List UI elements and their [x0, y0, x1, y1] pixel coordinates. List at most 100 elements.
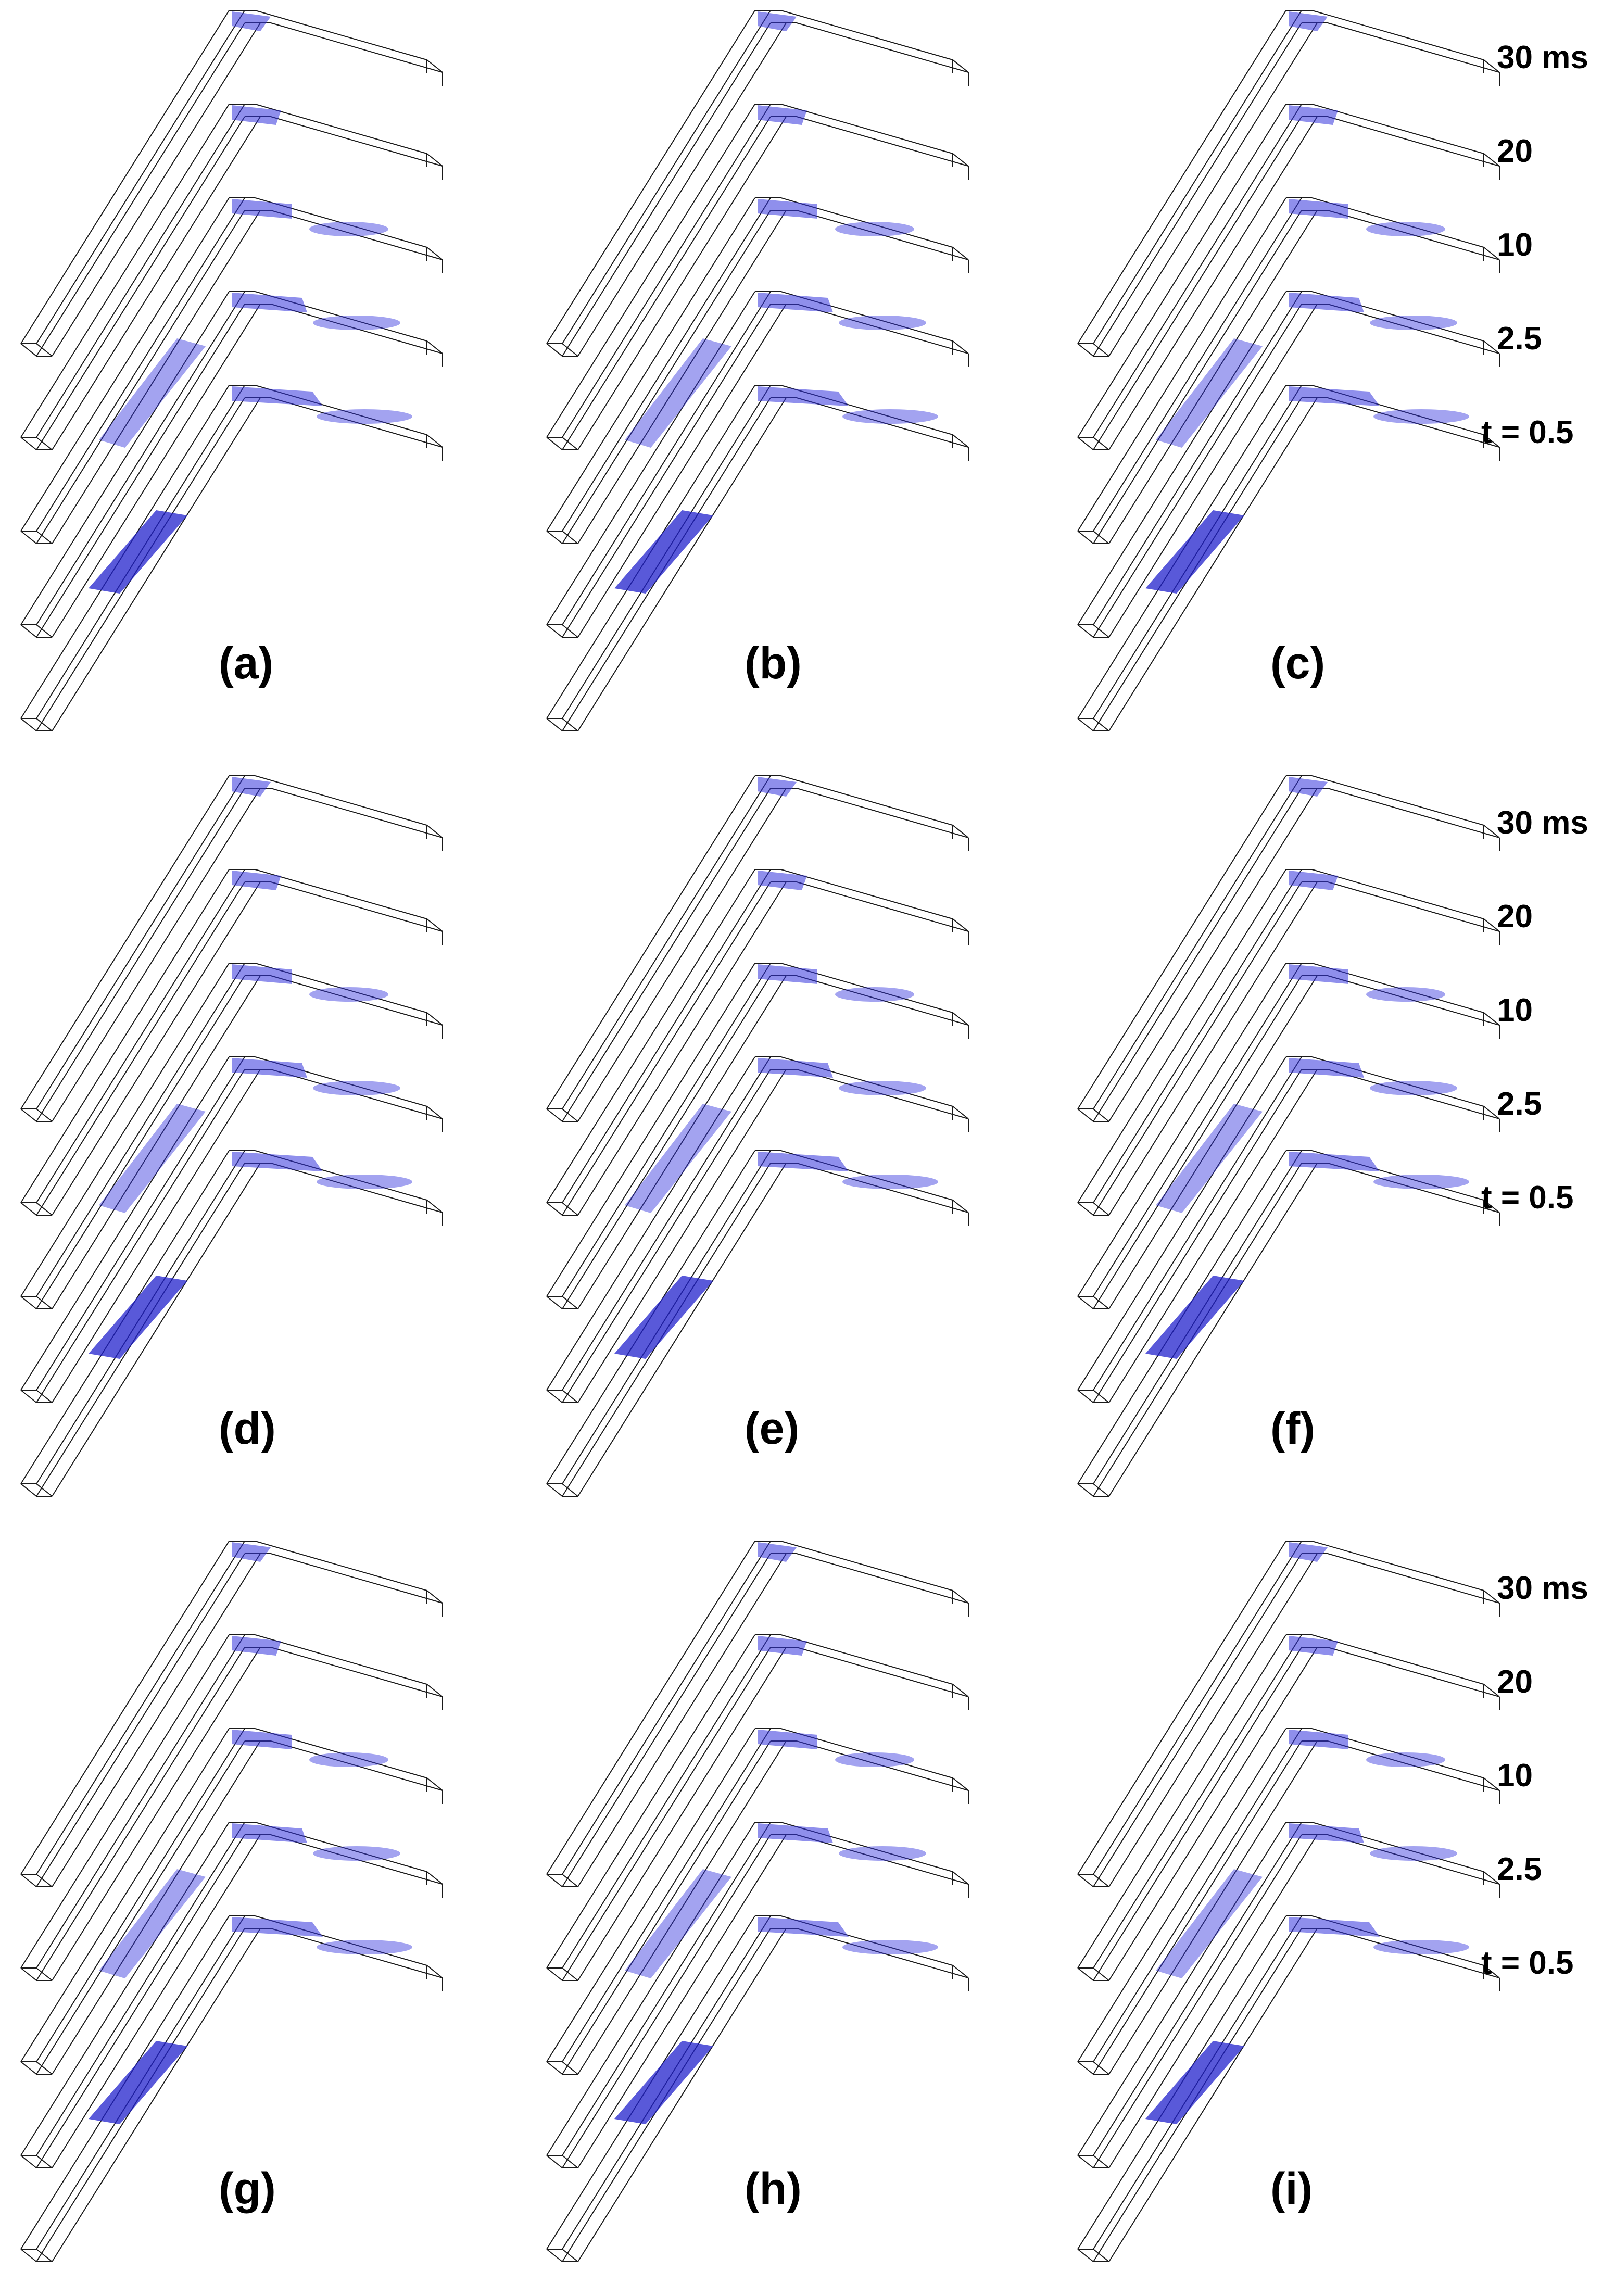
- channel-edge: [255, 104, 427, 154]
- channel-edge: [562, 1069, 771, 1403]
- channel-edge: [546, 1634, 755, 1969]
- channel-edge: [1093, 210, 1302, 544]
- channel-edge: [36, 2249, 53, 2262]
- channel-edge: [1311, 1541, 1484, 1591]
- channel-edge: [546, 1728, 755, 2062]
- panel-d: [20, 775, 443, 1497]
- fluid-patch: [1289, 293, 1364, 312]
- channel-edge: [270, 116, 443, 167]
- channel-edge: [546, 10, 755, 344]
- channel-edge: [562, 1967, 578, 1981]
- channel-edge: [52, 881, 261, 1216]
- fluid-patch: [232, 105, 281, 125]
- channel-edge: [1327, 22, 1500, 73]
- channel-edge: [780, 775, 953, 826]
- panel-c: [1077, 10, 1500, 731]
- channel-edge: [1093, 343, 1109, 357]
- channel-edge: [546, 775, 755, 1109]
- channel-edge: [1077, 1483, 1094, 1497]
- channel-edge: [796, 1740, 969, 1791]
- channel-edge: [426, 825, 443, 838]
- channel-edge: [952, 1200, 969, 1213]
- channel-edge: [36, 1634, 245, 1969]
- channel-edge: [1093, 1056, 1302, 1391]
- channel-edge: [36, 104, 245, 438]
- channel-edge: [1093, 1296, 1109, 1309]
- channel-edge: [1077, 963, 1286, 1297]
- channel-edge: [1093, 1967, 1109, 1981]
- channel-edge: [36, 1822, 245, 2156]
- channel-edge: [36, 1874, 53, 1887]
- fluid-patch: [1370, 1846, 1457, 1861]
- channel-edge: [36, 1647, 245, 1981]
- channel-edge: [1093, 304, 1302, 638]
- fluid-slug: [1145, 510, 1244, 594]
- panel-g: [20, 1541, 443, 2262]
- channel-edge: [1093, 116, 1302, 450]
- channel-edge: [36, 197, 245, 532]
- panel-h: [546, 1541, 969, 2262]
- panel-a: [20, 10, 443, 731]
- channel-edge: [20, 197, 230, 532]
- channel-edge: [546, 963, 755, 1297]
- channel-edge: [270, 1834, 443, 1885]
- channel-edge: [255, 869, 427, 919]
- fluid-patch: [839, 316, 926, 330]
- channel-edge: [20, 1874, 37, 1887]
- channel-edge: [426, 918, 443, 932]
- channel-edge: [562, 1834, 771, 2168]
- channel-edge: [20, 10, 230, 344]
- panel-label-i: (i): [1270, 2164, 1313, 2214]
- channel-edge: [270, 304, 443, 354]
- panel-e: [546, 775, 969, 1497]
- fluid-patch: [309, 987, 388, 1002]
- channel-edge: [426, 1106, 443, 1119]
- fluid-patch: [835, 1752, 914, 1767]
- channel-edge: [562, 531, 578, 544]
- channel-edge: [1077, 1728, 1286, 2062]
- channel-edge: [546, 343, 563, 357]
- fluid-patch: [1289, 1542, 1328, 1562]
- channel-edge: [952, 1106, 969, 1119]
- channel-edge: [20, 1822, 230, 2156]
- channel-edge: [562, 1541, 771, 1875]
- channel-edge: [1483, 434, 1500, 448]
- fluid-slug: [614, 1276, 713, 1359]
- channel-edge: [1077, 1634, 1286, 1969]
- fluid-patch: [758, 1823, 833, 1843]
- channel-edge: [1327, 397, 1500, 448]
- fluid-column: [99, 1869, 206, 1978]
- fluid-patch: [232, 1152, 323, 1171]
- channel-edge: [796, 1163, 969, 1213]
- channel-edge: [780, 104, 953, 154]
- channel-edge: [1077, 1056, 1286, 1391]
- channel-edge: [36, 2061, 53, 2075]
- channel-edge: [1093, 775, 1302, 1109]
- panel-label-e: (e): [745, 1404, 800, 1454]
- channel-edge: [577, 1553, 787, 1887]
- channel-edge: [1077, 343, 1094, 357]
- panel-label-h: (h): [745, 2164, 802, 2214]
- channel-edge: [1093, 869, 1302, 1203]
- channel-edge: [270, 22, 443, 73]
- channel-edge: [255, 1634, 427, 1685]
- channel-edge: [562, 775, 771, 1109]
- fluid-patch: [317, 1940, 412, 1954]
- time-label-row1-2_5: 2.5: [1497, 321, 1542, 357]
- channel-edge: [546, 1541, 755, 1875]
- fluid-column: [99, 1104, 206, 1213]
- channel-edge: [36, 1967, 53, 1981]
- fluid-patch: [1289, 964, 1348, 984]
- fluid-patch: [842, 1175, 938, 1189]
- channel-edge: [1327, 1928, 1500, 1978]
- channel-edge: [1077, 1822, 1286, 2156]
- fluid-patch: [1366, 987, 1445, 1002]
- channel-edge: [1093, 197, 1302, 532]
- channel-edge: [1483, 825, 1500, 838]
- channel-edge: [1327, 1740, 1500, 1791]
- fluid-patch: [232, 1730, 292, 1749]
- channel-edge: [36, 975, 245, 1309]
- channel-edge: [1077, 1874, 1094, 1887]
- channel-edge: [1108, 881, 1318, 1216]
- channel-edge: [20, 2061, 37, 2075]
